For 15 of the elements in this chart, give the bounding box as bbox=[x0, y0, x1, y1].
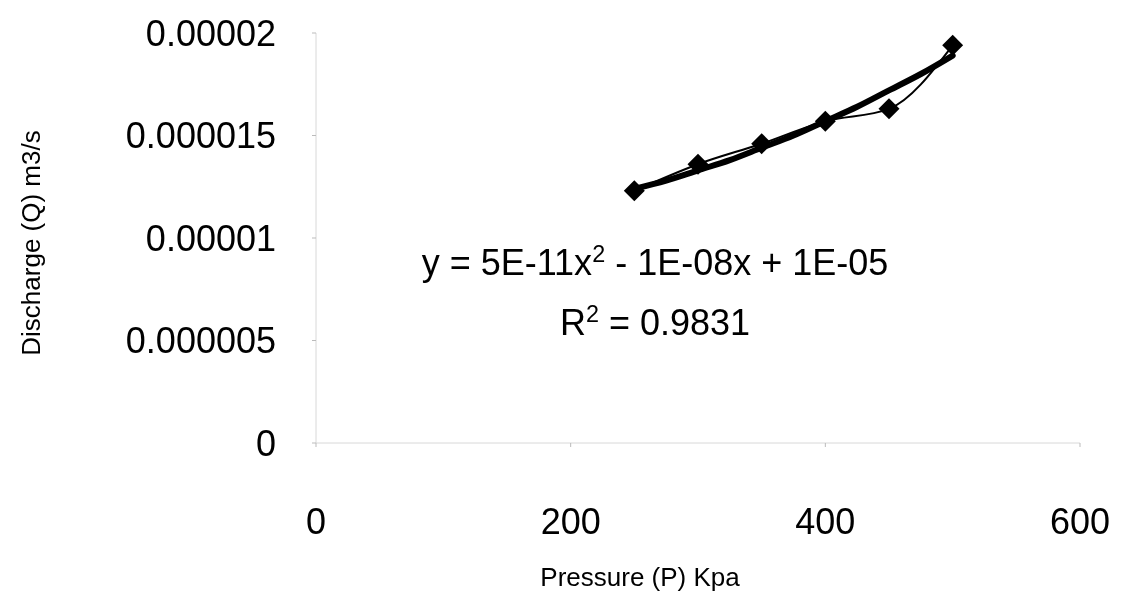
x-tick-label: 600 bbox=[1049, 500, 1111, 542]
annotation: y = 5E-11x$^{2}$ - 1E-08x + 1E-05 bbox=[421, 240, 889, 283]
y-tick-label: 0.00002 bbox=[145, 12, 276, 54]
y-tick-label: 0.000005 bbox=[125, 320, 276, 362]
x-tick-label: 400 bbox=[795, 500, 856, 542]
y-tick-label: 0.000015 bbox=[125, 115, 276, 157]
point bbox=[942, 34, 964, 56]
y-tick-label: 0 bbox=[255, 422, 276, 464]
y-axis-title: Discharge (Q) m3/s bbox=[16, 130, 46, 356]
x-axis-title: Pressure (P) Kpa bbox=[540, 562, 741, 592]
y-tick-label: 0.00001 bbox=[145, 217, 276, 259]
annotation: R$^{2}$ = 0.9831 bbox=[559, 300, 751, 343]
point bbox=[878, 98, 900, 120]
x-tick-label: 0 bbox=[305, 500, 327, 542]
x-tick-label: 200 bbox=[540, 500, 601, 542]
